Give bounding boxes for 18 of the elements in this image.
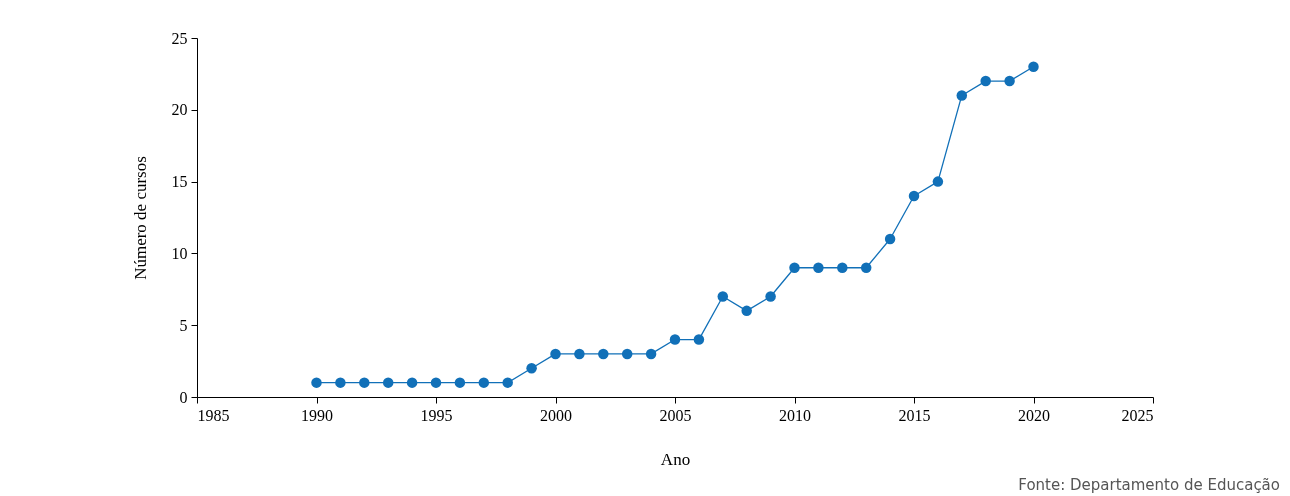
source-note: Fonte: Departamento de Educação <box>1018 476 1280 494</box>
x-tick-label: 2015 <box>898 406 931 424</box>
x-axis-title: Ano <box>660 449 691 469</box>
y-tick-label: 20 <box>171 101 188 119</box>
y-tick-label: 5 <box>179 316 188 334</box>
x-tick-label: 2010 <box>779 406 811 424</box>
y-tick-label: 10 <box>171 244 188 262</box>
y-axis-title: Número de cursos <box>130 156 150 280</box>
y-tick-label: 0 <box>179 388 188 406</box>
x-tick-label: 2005 <box>659 406 692 424</box>
x-tick-label: 2025 <box>1121 406 1154 424</box>
x-tick-label: 1990 <box>301 406 333 424</box>
x-tick-label: 2000 <box>540 406 572 424</box>
x-tick-label: 2020 <box>1018 406 1050 424</box>
y-tick-label: 25 <box>171 29 188 47</box>
x-tick-label: 1985 <box>197 406 230 424</box>
x-tick-label: 1995 <box>420 406 453 424</box>
y-tick-label: 15 <box>171 173 188 191</box>
